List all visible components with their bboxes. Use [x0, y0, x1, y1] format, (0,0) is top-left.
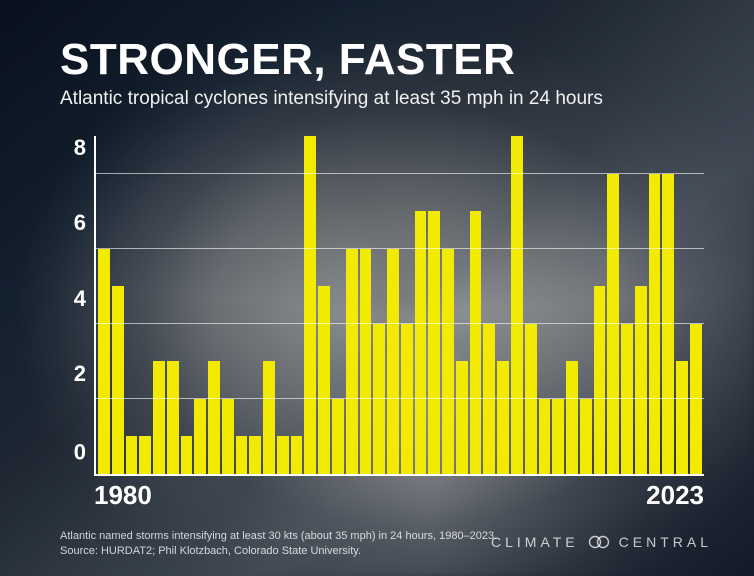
bar: [194, 399, 206, 474]
bar: [360, 249, 372, 474]
y-axis: 0 2 4 6 8: [60, 136, 94, 476]
y-tick-label: 4: [74, 286, 86, 312]
bar: [525, 324, 537, 474]
x-axis: 1980 2023: [94, 480, 704, 511]
y-tick-label: 2: [74, 361, 86, 387]
bar: [181, 436, 193, 474]
footnote-line-1: Atlantic named storms intensifying at le…: [60, 529, 540, 544]
bar: [112, 286, 124, 474]
bar: [456, 361, 468, 474]
bar: [635, 286, 647, 474]
y-tick-label: 6: [74, 210, 86, 236]
bar: [126, 436, 138, 474]
bar: [676, 361, 688, 474]
bar: [373, 324, 385, 474]
bar: [291, 436, 303, 474]
gridline: [96, 323, 704, 324]
bar: [401, 324, 413, 474]
brand-text-right: CENTRAL: [619, 534, 712, 550]
brand-logo: CLIMATE CENTRAL: [491, 534, 712, 550]
bar: [263, 361, 275, 474]
bar: [318, 286, 330, 474]
bar: [277, 436, 289, 474]
bar: [346, 249, 358, 474]
bar: [580, 399, 592, 474]
footnote-line-2: Source: HURDAT2; Phil Klotzbach, Colorad…: [60, 544, 540, 559]
bar: [222, 399, 234, 474]
bar: [566, 361, 578, 474]
bar: [649, 174, 661, 474]
bar: [332, 399, 344, 474]
bar: [690, 324, 702, 474]
bar: [98, 249, 110, 474]
bar: [153, 361, 165, 474]
y-tick-label: 0: [74, 440, 86, 466]
bars-container: [96, 136, 704, 474]
bar: [511, 136, 523, 474]
bar: [621, 324, 633, 474]
bar: [304, 136, 316, 474]
page-title: STRONGER, FASTER: [60, 38, 704, 82]
bar: [236, 436, 248, 474]
bar: [662, 174, 674, 474]
bar: [208, 361, 220, 474]
bar: [139, 436, 151, 474]
gridline: [96, 248, 704, 249]
bar-chart: 0 2 4 6 8: [60, 136, 704, 476]
bar: [415, 211, 427, 474]
brand-text-left: CLIMATE: [491, 534, 579, 550]
bar: [442, 249, 454, 474]
gridline: [96, 173, 704, 174]
bar: [470, 211, 482, 474]
bar: [607, 174, 619, 474]
gridline: [96, 398, 704, 399]
bar: [167, 361, 179, 474]
bar: [552, 399, 564, 474]
plot-area: [94, 136, 704, 476]
bar: [539, 399, 551, 474]
subtitle: Atlantic tropical cyclones intensifying …: [60, 88, 704, 110]
brand-rings-icon: [587, 535, 611, 549]
bar: [387, 249, 399, 474]
y-tick-label: 8: [74, 135, 86, 161]
x-end-label: 2023: [646, 480, 704, 511]
bar: [497, 361, 509, 474]
bar: [249, 436, 261, 474]
bar: [428, 211, 440, 474]
infographic: STRONGER, FASTER Atlantic tropical cyclo…: [0, 0, 754, 576]
bar: [594, 286, 606, 474]
bar: [483, 324, 495, 474]
x-start-label: 1980: [94, 480, 152, 511]
footnote: Atlantic named storms intensifying at le…: [60, 529, 540, 560]
